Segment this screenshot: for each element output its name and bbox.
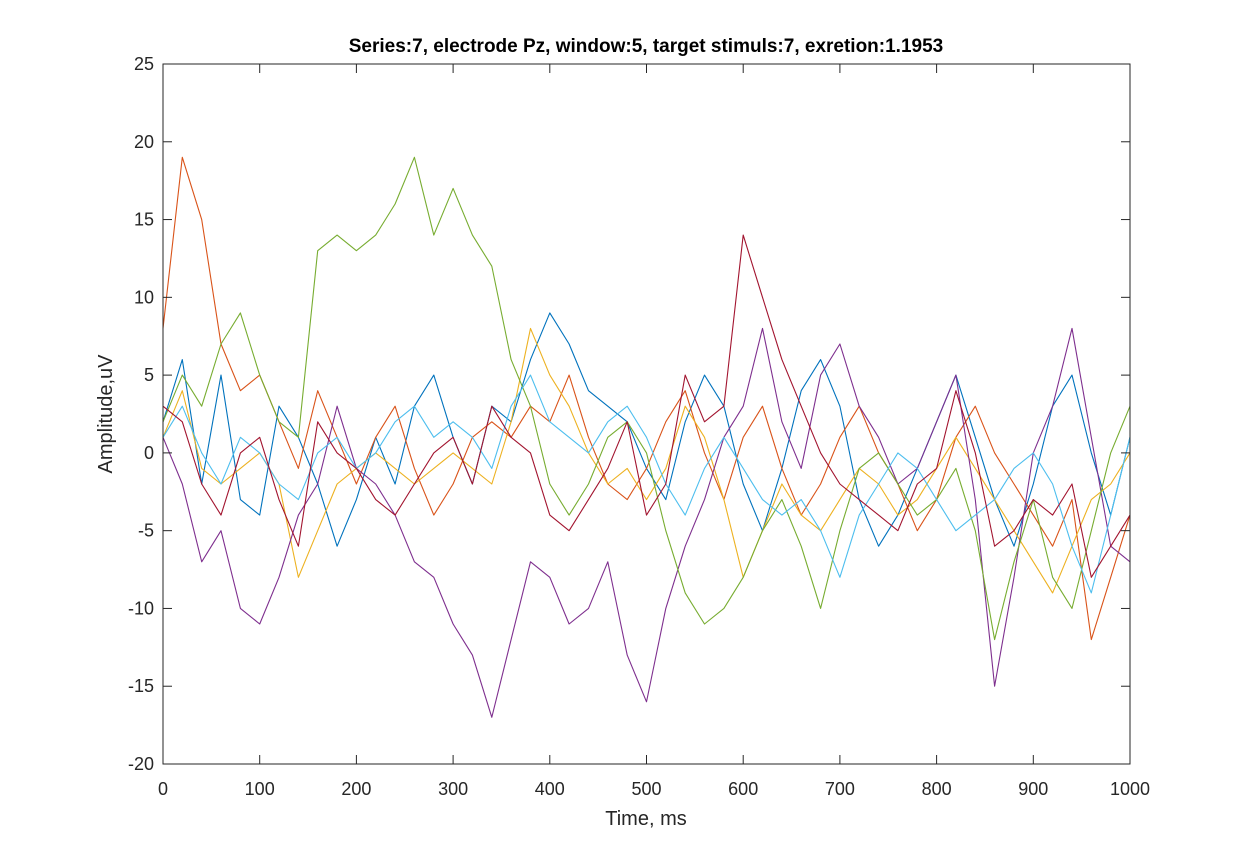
x-tick-label: 600 bbox=[728, 779, 758, 799]
plot-area bbox=[163, 64, 1130, 764]
series-line-2 bbox=[162, 156, 1131, 641]
traces bbox=[162, 156, 1131, 718]
x-tick-label: 800 bbox=[922, 779, 952, 799]
y-tick-label: 25 bbox=[134, 54, 154, 74]
y-tick-label: -5 bbox=[138, 521, 154, 541]
chart-title: Series:7, electrode Pz, window:5, target… bbox=[349, 36, 943, 57]
y-axis-label: Amplitude,uV bbox=[95, 354, 117, 474]
y-tick-label: -15 bbox=[128, 676, 154, 696]
x-tick-label: 900 bbox=[1018, 779, 1048, 799]
y-axis-ticks: 25 20 15 10 5 0 -5 -10 -15 -20 bbox=[128, 54, 1130, 774]
x-tick-label: 200 bbox=[341, 779, 371, 799]
x-tick-label: 300 bbox=[438, 779, 468, 799]
x-axis-label: Time, ms bbox=[605, 808, 686, 830]
y-tick-label: 5 bbox=[144, 365, 154, 385]
y-tick-label: -20 bbox=[128, 754, 154, 774]
y-tick-label: 0 bbox=[144, 443, 154, 463]
series-line-4 bbox=[162, 327, 1131, 718]
series-line-5 bbox=[162, 156, 1131, 641]
y-tick-label: 20 bbox=[134, 132, 154, 152]
series-line-6 bbox=[162, 374, 1131, 594]
y-tick-label: -10 bbox=[128, 598, 154, 618]
series-line-7 bbox=[162, 234, 1131, 578]
x-tick-label: 400 bbox=[535, 779, 565, 799]
x-tick-label: 700 bbox=[825, 779, 855, 799]
x-tick-label: 0 bbox=[158, 779, 168, 799]
x-tick-label: 100 bbox=[245, 779, 275, 799]
y-tick-label: 10 bbox=[134, 287, 154, 307]
x-tick-label: 500 bbox=[631, 779, 661, 799]
x-tick-label: 1000 bbox=[1110, 779, 1150, 799]
x-axis-ticks: 0 100 200 300 400 500 600 700 800 900 1000 bbox=[158, 64, 1150, 799]
y-tick-label: 15 bbox=[134, 210, 154, 230]
